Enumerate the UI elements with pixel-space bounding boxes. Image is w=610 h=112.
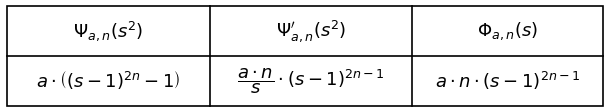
Text: $a \cdot n \cdot (s-1)^{2n-1}$: $a \cdot n \cdot (s-1)^{2n-1}$ [435,70,581,92]
Text: $\dfrac{a \cdot n}{s} \cdot (s-1)^{2n-1}$: $\dfrac{a \cdot n}{s} \cdot (s-1)^{2n-1}… [237,66,385,96]
Text: $\Psi^{\prime}_{a,n}(s^2)$: $\Psi^{\prime}_{a,n}(s^2)$ [276,18,346,44]
Text: $\Phi_{a,n}(s)$: $\Phi_{a,n}(s)$ [478,20,538,42]
Text: $\Psi_{a,n}(s^2)$: $\Psi_{a,n}(s^2)$ [73,19,143,43]
Bar [7,6,603,106]
Text: $a \cdot \left((s-1)^{2n} - 1\right)$: $a \cdot \left((s-1)^{2n} - 1\right)$ [36,70,181,92]
